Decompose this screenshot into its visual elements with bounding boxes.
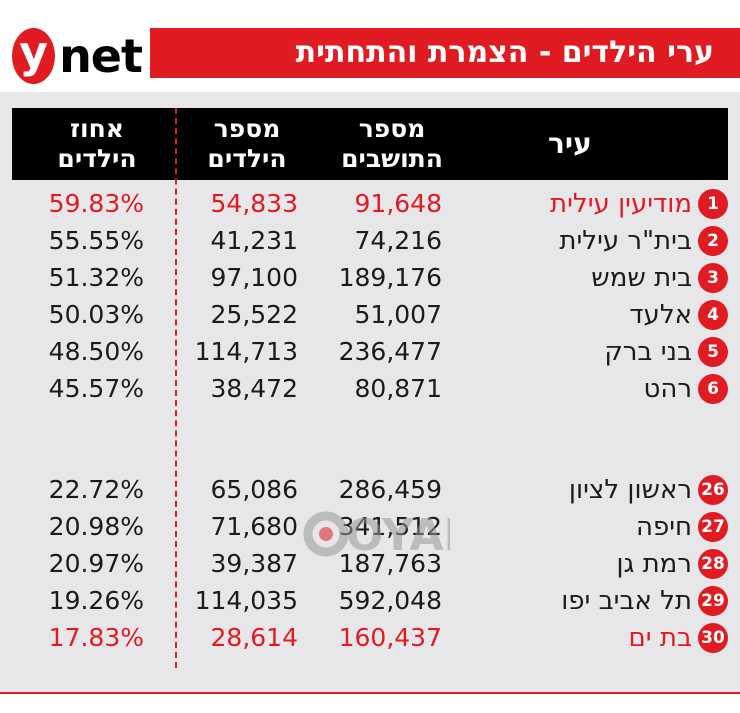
children-cell: 54,833 xyxy=(210,189,298,218)
logo-mark: y xyxy=(12,28,56,84)
percent-cell: 51.32% xyxy=(48,263,144,292)
rank-badge: 2 xyxy=(698,226,728,256)
page-title: ערי הילדים - הצמרת והתחתית xyxy=(295,35,714,70)
header-percent: אחוז הילדים xyxy=(57,114,137,173)
percent-cell: 20.98% xyxy=(48,512,144,541)
table-row: 5 בני ברק 236,477 114,713 48.50% xyxy=(0,334,740,370)
header-city: עיר xyxy=(548,127,592,160)
population-cell: 341,512 xyxy=(338,512,442,541)
children-cell: 39,387 xyxy=(210,549,298,578)
title-bar: ערי הילדים - הצמרת והתחתית xyxy=(150,28,740,78)
rank-badge: 1 xyxy=(698,189,728,219)
city-name: חיפה xyxy=(635,512,692,542)
table-row: 26 ראשון לציון 286,459 65,086 22.72% xyxy=(0,472,740,508)
header-population: מספר התושבים xyxy=(341,114,443,173)
table-row: 1 מודיעין עילית 91,648 54,833 59.83% xyxy=(0,186,740,222)
percent-cell: 20.97% xyxy=(48,549,144,578)
percent-cell: 50.03% xyxy=(48,300,144,329)
population-cell: 160,437 xyxy=(338,623,442,652)
city-name: רמת גן xyxy=(616,549,693,579)
children-cell: 65,086 xyxy=(210,475,298,504)
rank-badge: 3 xyxy=(698,263,728,293)
table-row: 27 חיפה 341,512 71,680 20.98% xyxy=(0,509,740,545)
city-name: בת ים xyxy=(628,623,692,653)
population-cell: 51,007 xyxy=(354,300,442,329)
city-name: בני ברק xyxy=(604,337,692,367)
percent-cell: 19.26% xyxy=(48,586,144,615)
table-row: 28 רמת גן 187,763 39,387 20.97% xyxy=(0,546,740,582)
city-name: בית שמש xyxy=(591,263,692,293)
table-row: 3 בית שמש 189,176 97,100 51.32% xyxy=(0,260,740,296)
table-row: 30 בת ים 160,437 28,614 17.83% xyxy=(0,620,740,656)
children-cell: 97,100 xyxy=(210,263,298,292)
logo-text: net xyxy=(59,29,143,83)
population-cell: 74,216 xyxy=(354,226,442,255)
table-row: 6 רהט 80,871 38,472 45.57% xyxy=(0,371,740,407)
header-children: מספר הילדים xyxy=(207,114,287,173)
children-cell: 41,231 xyxy=(210,226,298,255)
city-name: מודיעין עילית xyxy=(550,189,692,219)
rank-badge: 5 xyxy=(698,337,728,367)
population-cell: 592,048 xyxy=(338,586,442,615)
percent-cell: 17.83% xyxy=(48,623,144,652)
children-cell: 28,614 xyxy=(210,623,298,652)
rank-badge: 28 xyxy=(698,549,728,579)
city-name: אלעד xyxy=(629,300,692,330)
rank-badge: 29 xyxy=(698,586,728,616)
children-cell: 25,522 xyxy=(210,300,298,329)
data-table: עיר מספר התושבים מספר הילדים אחוז הילדים… xyxy=(0,92,740,692)
header: y net ערי הילדים - הצמרת והתחתית xyxy=(0,0,740,90)
population-cell: 189,176 xyxy=(338,263,442,292)
percent-cell: 22.72% xyxy=(48,475,144,504)
city-name: בית"ר עילית xyxy=(559,226,692,256)
rank-badge: 30 xyxy=(698,623,728,653)
population-cell: 80,871 xyxy=(354,374,442,403)
population-cell: 91,648 xyxy=(354,189,442,218)
column-divider xyxy=(175,108,177,668)
city-name: תל אביב יפו xyxy=(561,586,692,616)
rank-badge: 4 xyxy=(698,300,728,330)
watermark-logo: OYAN xyxy=(303,510,450,561)
table-row: 29 תל אביב יפו 592,048 114,035 19.26% xyxy=(0,583,740,619)
children-cell: 38,472 xyxy=(210,374,298,403)
ynet-logo: y net xyxy=(12,28,143,84)
city-name: ראשון לציון xyxy=(568,475,692,505)
population-cell: 187,763 xyxy=(338,549,442,578)
children-cell: 71,680 xyxy=(210,512,298,541)
rank-badge: 26 xyxy=(698,475,728,505)
table-header: עיר מספר התושבים מספר הילדים אחוז הילדים xyxy=(12,108,728,180)
percent-cell: 59.83% xyxy=(48,189,144,218)
bottom-rule xyxy=(0,692,740,694)
children-cell: 114,035 xyxy=(194,586,298,615)
table-row: 4 אלעד 51,007 25,522 50.03% xyxy=(0,297,740,333)
rank-badge: 6 xyxy=(698,374,728,404)
watermark-text: OYAN xyxy=(346,510,450,561)
population-cell: 236,477 xyxy=(338,337,442,366)
city-name: רהט xyxy=(643,374,692,404)
rank-badge: 27 xyxy=(698,512,728,542)
percent-cell: 45.57% xyxy=(48,374,144,403)
population-cell: 286,459 xyxy=(338,475,442,504)
percent-cell: 55.55% xyxy=(48,226,144,255)
table-row: 2 בית"ר עילית 74,216 41,231 55.55% xyxy=(0,223,740,259)
children-cell: 114,713 xyxy=(194,337,298,366)
percent-cell: 48.50% xyxy=(48,337,144,366)
